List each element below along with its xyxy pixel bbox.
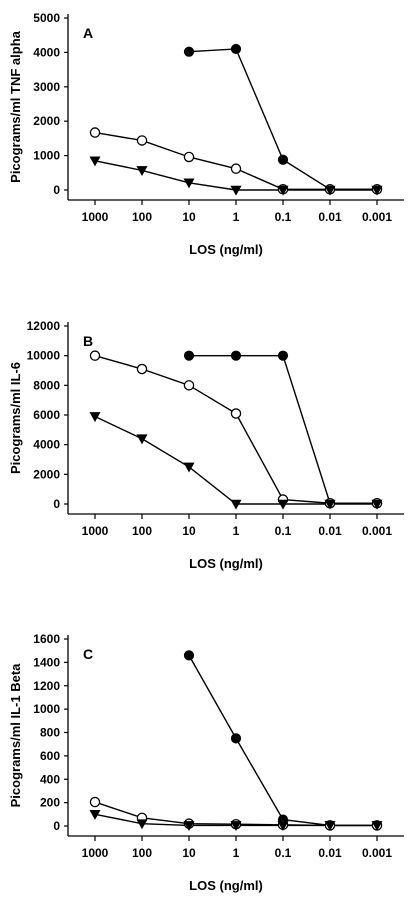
panel-b-letter: B	[83, 333, 93, 349]
panel-c-series-1-line	[188, 655, 377, 827]
panel-a-y-axis-label: Picograms/ml TNF alpha	[8, 30, 23, 182]
panel-b-x-tick-label: 0.001	[362, 524, 392, 538]
panel-b-series-3-point	[136, 434, 148, 445]
panel-a-x-tick-label: 0.001	[362, 210, 392, 224]
panel-b-x-tick-label: 100	[132, 524, 152, 538]
panel-b-series-2-point	[89, 350, 101, 361]
panel-a-series-2-point	[230, 163, 242, 174]
panel-b-y-tick-label: 4000	[33, 438, 60, 452]
panel-b-y-tick-label: 2000	[33, 467, 60, 481]
panel-c-letter: C	[83, 646, 93, 662]
panel-b-series-3-point	[230, 499, 242, 510]
panel-c-y-tick-label: 800	[40, 726, 60, 740]
panel-c-series-3-point	[89, 810, 101, 820]
panel-b-series-3-point	[371, 499, 383, 510]
panel-c-y-tick-label: 1000	[33, 702, 60, 716]
panel-b-x-tick-label: 1000	[82, 524, 109, 538]
panel-c-x-axis-label: LOS (ng/ml)	[189, 878, 263, 893]
panel-b-x-tick-label: 10	[182, 524, 196, 538]
panel-a-series-3-point	[183, 178, 195, 189]
panel-c-y-tick-label: 1600	[33, 632, 60, 646]
panel-b-series-3-point	[89, 412, 101, 423]
panel-c-series-2-point	[89, 796, 101, 808]
panel-a-series-3-point	[277, 185, 289, 196]
panel-a-x-tick-label: 0.1	[275, 210, 292, 224]
panel-b-x-axis-label: LOS (ng/ml)	[189, 556, 263, 571]
panel-b-series-1-point	[277, 350, 289, 361]
panel-b-y-axis-label: Picograms/ml IL-6	[8, 362, 23, 474]
panel-c-x-tick-label: 10	[182, 846, 196, 860]
panel-c-y-axis-label: Picograms/ml IL-1 Beta	[8, 663, 23, 808]
panel-b-series-2-point	[183, 380, 195, 391]
panel-c-series-3-point	[136, 819, 148, 830]
panel-a-x-tick-label: 10	[182, 210, 196, 224]
panel-b-y-tick-label: 8000	[33, 378, 60, 392]
panel-b-series-2-point	[230, 408, 242, 419]
panel-c-series-3-point	[277, 821, 289, 832]
panel-b-y-tick-label: 0	[53, 497, 60, 511]
panel-a-series-3-point	[324, 185, 336, 196]
panel-a-series-2-point	[183, 151, 195, 163]
panel-b-series-2-point	[136, 363, 148, 375]
panel-a-x-tick-label: 0.01	[318, 210, 342, 224]
panel-b-series-1-point	[230, 350, 242, 361]
panel-c-x-tick-label: 1	[233, 846, 240, 860]
panel-b-x-tick-label: 1	[233, 524, 240, 538]
panel-a-x-tick-label: 100	[132, 210, 152, 224]
panel-b-x-tick-label: 0.1	[275, 524, 292, 538]
panel-a-x-tick-label: 1000	[82, 210, 109, 224]
panel-a-series-3-point	[89, 156, 101, 167]
panel-a-series-1-line	[188, 48, 377, 191]
panel-c-series-1-point	[230, 733, 242, 744]
panel-c-series-1-point	[183, 650, 195, 661]
panel-a-y-tick-label: 4000	[33, 45, 60, 59]
panel-b-series-1-line	[189, 354, 377, 504]
panel-c-series-3-point	[324, 821, 336, 832]
panel-a-series-3-point	[136, 166, 148, 177]
panel-b-y-tick-label: 6000	[33, 408, 60, 422]
panel-a-series-3-point	[230, 185, 242, 196]
panel-b-series-3-point	[183, 462, 195, 473]
panel-c-series-3-point	[230, 821, 242, 832]
panel-a-x-tick-label: 1	[233, 210, 240, 224]
panel-b-series-3-point	[277, 499, 289, 510]
panel-a-series-2-point	[136, 135, 148, 146]
panel-a-series-1-point	[277, 154, 289, 165]
panel-a-y-tick-label: 5000	[33, 11, 60, 25]
panel-b-y-tick-label: 12000	[27, 319, 61, 333]
panel-a-y-tick-label: 0	[53, 183, 60, 197]
panel-b-x-tick-label: 0.01	[318, 524, 342, 538]
panel-a-y-tick-label: 2000	[33, 114, 60, 128]
panel-a-series-3-point	[371, 185, 383, 196]
panel-c-x-tick-label: 0.01	[318, 846, 342, 860]
panel-c-y-tick-label: 600	[40, 749, 60, 763]
panel-a-x-axis-label: LOS (ng/ml)	[189, 242, 263, 257]
panel-c-x-tick-label: 1000	[82, 846, 109, 860]
panel-c-y-tick-label: 400	[40, 772, 60, 786]
panel-a-series-1-point	[183, 46, 195, 57]
panel-b-series-1-point	[183, 350, 195, 361]
panel-c-y-tick-label: 1400	[33, 655, 60, 669]
panel-c-series-3-point	[371, 821, 383, 832]
panel-c-y-tick-label: 1200	[33, 679, 60, 693]
panel-c-y-tick-label: 0	[53, 819, 60, 833]
panel-a-y-tick-label: 3000	[33, 80, 60, 94]
panel-a-series-2-point	[89, 127, 101, 138]
panel-b-series-3-line	[94, 415, 377, 505]
panel-c-series-3-point	[183, 821, 195, 832]
panel-a-series-1-point	[230, 43, 242, 55]
panel-c-y-tick-label: 200	[40, 796, 60, 810]
panel-c-x-tick-label: 100	[132, 846, 152, 860]
panel-a-y-tick-label: 1000	[33, 149, 60, 163]
panel-b-series-2-line	[94, 354, 377, 504]
panel-c-x-tick-label: 0.001	[362, 846, 392, 860]
panel-a-letter: A	[83, 25, 93, 41]
panel-b-y-tick-label: 10000	[27, 349, 61, 363]
panel-b-series-3-point	[324, 499, 336, 510]
panel-c-x-tick-label: 0.1	[275, 846, 292, 860]
